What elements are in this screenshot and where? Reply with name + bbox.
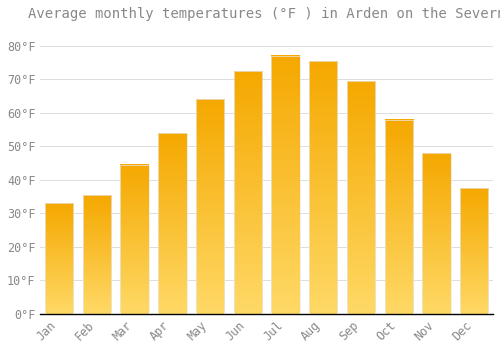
Title: Average monthly temperatures (°F ) in Arden on the Severn: Average monthly temperatures (°F ) in Ar… — [28, 7, 500, 21]
